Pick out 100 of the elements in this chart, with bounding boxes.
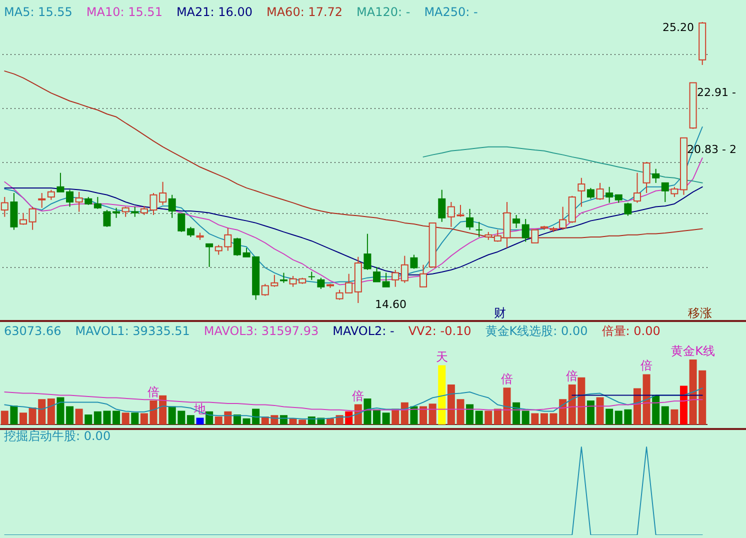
bar	[122, 412, 130, 424]
candlestick	[364, 233, 372, 270]
bar	[606, 408, 614, 424]
candlestick	[122, 206, 130, 218]
candlestick	[47, 189, 55, 200]
text: VV2: -0.10	[408, 324, 472, 338]
bar	[410, 406, 418, 424]
text: MAVOL1: 39335.51	[75, 324, 190, 338]
bar	[10, 406, 18, 424]
text: MA250: -	[424, 5, 478, 19]
bar	[522, 410, 530, 424]
bar	[20, 412, 28, 424]
bar	[373, 409, 381, 424]
annotation: 天	[436, 350, 448, 364]
annotation: 倍	[640, 358, 653, 373]
text: MA60: 17.72	[266, 5, 343, 19]
annotation: 25.20	[662, 21, 694, 34]
text: MA5: 15.55	[4, 5, 72, 19]
candlestick	[308, 271, 316, 280]
text: 财	[494, 306, 506, 320]
bar	[642, 374, 650, 424]
bar	[56, 397, 64, 424]
candlestick	[633, 172, 641, 204]
bar	[531, 413, 539, 424]
bar	[420, 406, 428, 424]
bar	[66, 406, 74, 424]
candlestick	[94, 196, 102, 210]
candlestick	[75, 191, 83, 212]
candlestick	[586, 187, 594, 200]
candlestick	[606, 186, 614, 204]
text: MA21: 16.00	[176, 5, 252, 19]
candlestick	[206, 243, 214, 268]
text: MAVOL3: 31597.93	[204, 324, 319, 338]
candlestick	[410, 254, 418, 270]
text: MA120: -	[356, 5, 410, 19]
candlestick	[522, 218, 530, 242]
candlestick	[578, 177, 586, 208]
bar	[540, 413, 548, 424]
annotation: 22.91 -	[697, 86, 736, 99]
candlestick	[317, 277, 325, 290]
candlestick	[392, 269, 400, 288]
bar	[428, 404, 436, 424]
candlestick	[178, 213, 186, 232]
candlestick	[28, 206, 36, 230]
text: 移涨	[688, 306, 712, 320]
bar	[680, 386, 688, 424]
bar	[364, 398, 372, 424]
bar	[652, 395, 660, 424]
bar	[400, 402, 408, 424]
text: 挖掘启动牛股: 0.00	[4, 429, 111, 443]
candlestick	[168, 194, 176, 218]
text: MAVOL2: -	[332, 324, 394, 338]
candlestick	[20, 212, 28, 226]
bar	[345, 411, 353, 424]
bar	[47, 398, 55, 424]
candlestick	[103, 209, 111, 228]
candlestick	[559, 206, 567, 230]
candlestick	[596, 182, 604, 200]
bar	[512, 402, 520, 424]
bar	[466, 404, 474, 424]
text: MA10: 15.51	[86, 5, 162, 19]
bar	[438, 365, 446, 424]
candlestick	[531, 229, 539, 244]
candlestick	[438, 189, 446, 222]
text: 63073.66	[4, 324, 62, 338]
candlestick	[512, 214, 520, 228]
candlestick	[112, 207, 120, 218]
annotation: 倍	[566, 368, 578, 383]
candlestick	[466, 208, 474, 230]
candlestick	[159, 181, 167, 206]
text: 倍量: 0.00	[602, 324, 660, 338]
bar	[661, 406, 669, 424]
bar	[131, 412, 139, 424]
candlestick	[373, 266, 381, 282]
annotation: 倍	[500, 372, 513, 386]
candlestick	[66, 189, 74, 208]
bar	[84, 414, 92, 424]
bar	[186, 415, 194, 424]
bar	[670, 409, 678, 424]
candlestick	[652, 168, 660, 184]
bar	[382, 412, 390, 424]
annotation: 倍	[147, 384, 160, 399]
bar	[159, 395, 167, 424]
bar	[596, 397, 604, 424]
bar	[0, 410, 8, 424]
bar	[392, 408, 400, 424]
candlestick	[400, 255, 408, 284]
candlestick	[38, 192, 46, 208]
candlestick	[420, 264, 428, 288]
bar	[475, 410, 483, 424]
candlestick	[475, 221, 483, 238]
candlestick	[56, 172, 64, 192]
candlestick	[661, 182, 669, 202]
bar	[112, 410, 120, 424]
annotation: 倍	[352, 388, 364, 403]
candlestick	[382, 272, 390, 288]
candlestick	[280, 272, 288, 284]
candlestick	[670, 186, 678, 198]
candlestick	[624, 202, 632, 216]
annotation: 14.60	[375, 298, 406, 311]
